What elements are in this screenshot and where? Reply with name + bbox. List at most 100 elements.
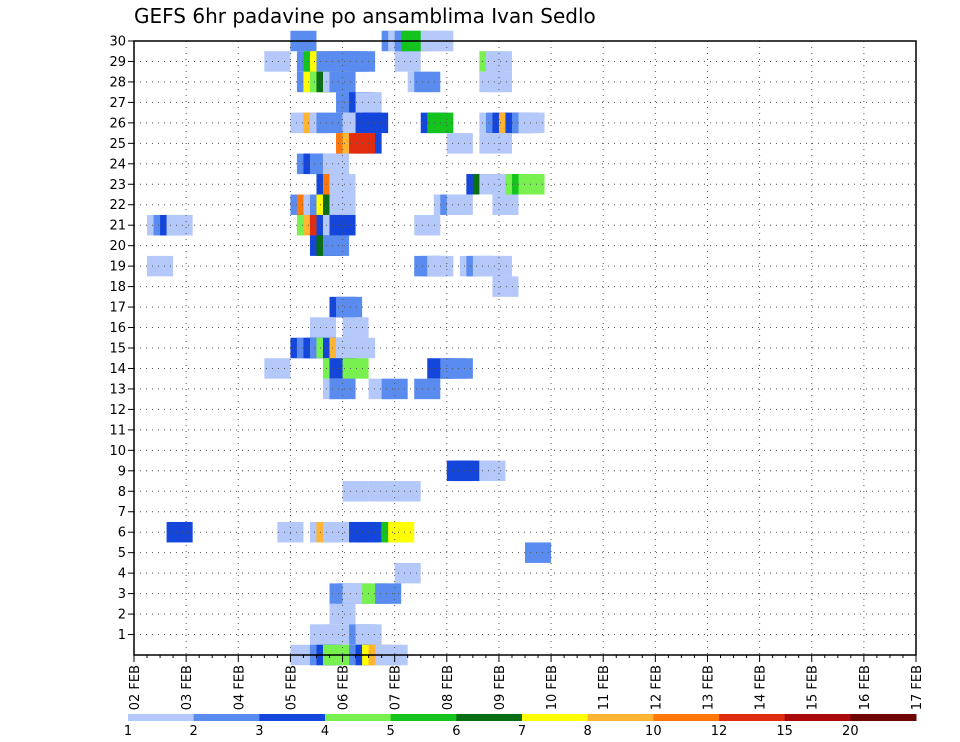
- heatmap-cell: [394, 562, 421, 584]
- legend-label: 20: [842, 724, 859, 739]
- y-tick-label: 4: [118, 567, 126, 582]
- x-tick-label: 16 FEB: [858, 665, 873, 710]
- legend-swatch: [522, 714, 589, 721]
- heatmap-cell: [322, 235, 350, 256]
- legend-label: 2: [190, 724, 198, 739]
- heatmap-cell: [485, 255, 512, 277]
- heatmap-cell: [329, 378, 356, 400]
- x-tick-label: 06 FEB: [337, 665, 352, 710]
- y-tick-label: 13: [109, 382, 126, 397]
- y-tick-label: 6: [118, 526, 126, 541]
- y-tick-label: 1: [118, 628, 126, 643]
- legend-swatch: [325, 714, 392, 721]
- heatmap-cell: [485, 51, 512, 72]
- legend-label: 7: [518, 724, 526, 739]
- x-tick-label: 03 FEB: [180, 665, 195, 710]
- heatmap-cell: [329, 214, 356, 236]
- y-tick-label: 10: [109, 444, 126, 459]
- heatmap-cell: [342, 317, 369, 338]
- x-tick-label: 10 FEB: [545, 665, 560, 710]
- heatmap-cell: [518, 174, 545, 195]
- heatmap-cell: [381, 378, 408, 400]
- legend-label: 1: [124, 724, 132, 739]
- y-tick-label: 12: [109, 403, 126, 418]
- heatmap-cell: [394, 51, 421, 72]
- y-tick-label: 17: [109, 301, 126, 316]
- legend-swatch: [259, 714, 326, 721]
- legend-swatch: [390, 714, 457, 721]
- y-tick-label: 29: [109, 55, 126, 70]
- heatmap-cell: [264, 51, 291, 72]
- x-tick-label: 05 FEB: [284, 665, 299, 710]
- heatmap-cell: [446, 133, 473, 154]
- heatmap-cell: [414, 214, 441, 236]
- y-tick-label: 23: [109, 178, 126, 193]
- legend-label: 5: [387, 724, 395, 739]
- legend-swatch: [456, 714, 523, 721]
- heatmap-cell: [329, 71, 356, 93]
- heatmap-cell: [342, 358, 369, 379]
- legend-swatch: [128, 714, 195, 721]
- heatmap-cell: [336, 296, 363, 318]
- x-tick-label: 15 FEB: [806, 665, 821, 710]
- heatmap-cell: [264, 358, 291, 379]
- heatmap-cell: [362, 112, 389, 134]
- x-tick-label: 09 FEB: [493, 665, 508, 710]
- y-tick-label: 25: [109, 137, 126, 152]
- chart-title: GEFS 6hr padavine po ansamblima Ivan Sed…: [134, 4, 596, 28]
- y-tick-label: 20: [109, 239, 126, 254]
- x-tick-label: 17 FEB: [910, 665, 925, 710]
- y-tick-label: 21: [109, 219, 126, 234]
- x-tick-label: 04 FEB: [232, 665, 247, 710]
- legend-label: 6: [452, 724, 460, 739]
- grid-layer: [134, 41, 916, 655]
- heatmap-cell: [453, 460, 480, 482]
- y-tick-label: 3: [118, 587, 126, 602]
- x-tick-label: 11 FEB: [597, 665, 612, 710]
- heatmap-cell: [309, 317, 337, 338]
- heatmap-cell: [329, 194, 356, 215]
- heatmap-cell: [446, 358, 473, 379]
- legend-label: 4: [321, 724, 329, 739]
- heatmap-cell: [342, 481, 369, 502]
- y-ticks: 1234567891011121314151617181920212223242…: [109, 35, 134, 643]
- y-tick-label: 5: [118, 546, 126, 561]
- y-tick-label: 8: [118, 485, 126, 500]
- heatmap-cell: [414, 71, 441, 93]
- legend-swatch: [653, 714, 720, 721]
- legend-swatch: [193, 714, 260, 721]
- heatmap-cell: [518, 112, 545, 134]
- heatmap-cell: [147, 255, 174, 277]
- legend-label: 10: [645, 724, 662, 739]
- color-legend: 1 2 3 4 5 6 7 8 10 12 15 20: [124, 714, 917, 739]
- y-tick-label: 15: [109, 342, 126, 357]
- y-tick-label: 9: [118, 464, 126, 479]
- legend-label: 15: [776, 724, 793, 739]
- y-tick-label: 27: [109, 96, 126, 111]
- x-tick-label: 14 FEB: [754, 665, 769, 710]
- legend-label: 8: [584, 724, 592, 739]
- legend-label: 3: [255, 724, 263, 739]
- legend-label: 12: [711, 724, 728, 739]
- y-tick-label: 24: [109, 157, 126, 172]
- x-ticks: 02 FEB 03 FEB 04 FEB 05 FEB 06 FEB 07 FEB 08 F…: [128, 655, 925, 710]
- heatmap-cell: [322, 153, 350, 175]
- legend-swatch: [587, 714, 654, 721]
- heatmap-cell: [329, 174, 356, 195]
- y-tick-label: 18: [109, 280, 126, 295]
- y-tick-label: 28: [109, 75, 126, 90]
- heatmap-cell: [375, 583, 402, 604]
- y-tick-label: 2: [118, 608, 126, 623]
- x-tick-label: 02 FEB: [128, 665, 143, 710]
- x-tick-label: 07 FEB: [389, 665, 404, 710]
- y-tick-label: 11: [109, 423, 126, 438]
- heatmap-cell: [525, 542, 552, 563]
- heatmap-cell: [166, 214, 193, 236]
- y-tick-label: 16: [109, 321, 126, 336]
- heatmap-cell: [316, 112, 343, 134]
- x-tick-label: 12 FEB: [649, 665, 664, 710]
- heatmap-cell: [368, 481, 395, 502]
- y-tick-label: 19: [109, 260, 126, 275]
- y-tick-label: 30: [109, 35, 126, 50]
